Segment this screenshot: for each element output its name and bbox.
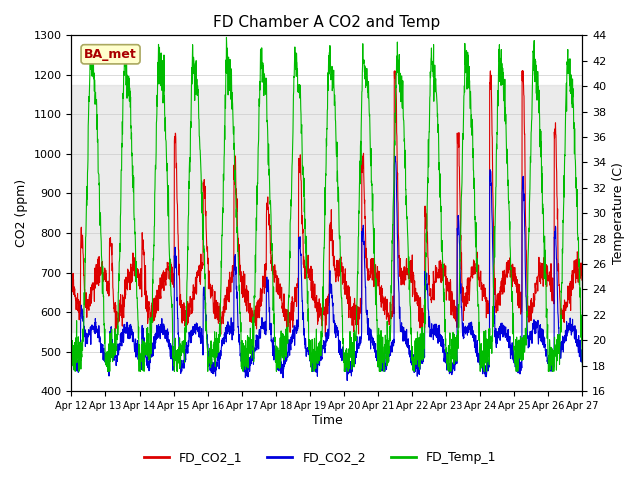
Bar (72, 85, 582, 332)
Title: FD Chamber A CO2 and Temp: FD Chamber A CO2 and Temp (213, 15, 440, 30)
Y-axis label: CO2 (ppm): CO2 (ppm) (15, 179, 28, 247)
Y-axis label: Temperature (C): Temperature (C) (612, 162, 625, 264)
Legend: FD_CO2_1, FD_CO2_2, FD_Temp_1: FD_CO2_1, FD_CO2_2, FD_Temp_1 (139, 446, 501, 469)
Text: BA_met: BA_met (84, 48, 137, 61)
X-axis label: Time: Time (312, 414, 342, 427)
